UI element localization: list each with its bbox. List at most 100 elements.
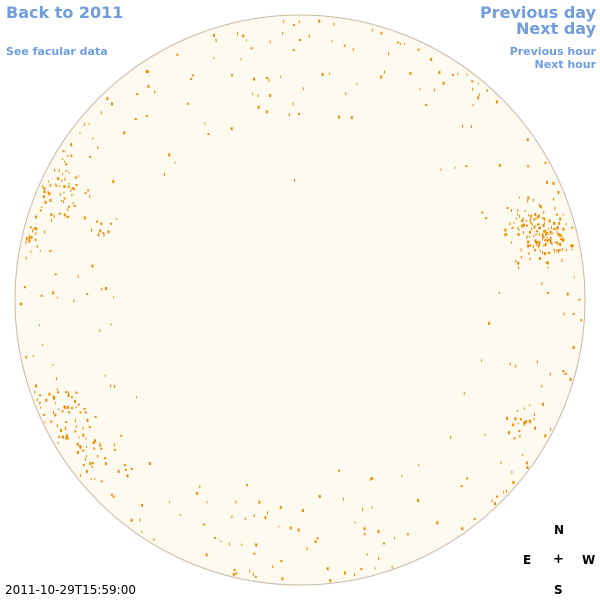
facula-speck (104, 374, 106, 377)
facula-speck (463, 392, 465, 396)
facula-speck (253, 77, 256, 81)
facula-speck (34, 238, 37, 241)
facula-speck (67, 215, 70, 218)
facula-speck (544, 434, 547, 438)
facula-speck (481, 359, 482, 362)
facula-speck (34, 384, 37, 388)
facula-speck (539, 226, 541, 230)
facula-speck (64, 405, 67, 409)
facula-speck (527, 196, 530, 200)
facula-speck (356, 82, 358, 85)
facula-speck (436, 521, 439, 525)
facula-speck (511, 241, 512, 244)
facula-speck (525, 461, 528, 465)
facula-speck (538, 223, 540, 226)
facula-speck (542, 224, 545, 227)
facula-speck (534, 248, 536, 251)
facula-speck (417, 499, 420, 502)
facula-speck (272, 565, 274, 569)
facula-speck (371, 506, 373, 509)
see-facular-data-link[interactable]: See facular data (6, 45, 108, 58)
facula-speck (57, 177, 60, 181)
facula-speck (24, 286, 26, 289)
facula-speck (100, 111, 102, 115)
facula-speck (530, 216, 532, 220)
facula-speck (535, 233, 537, 236)
facula-speck (288, 113, 290, 117)
facula-speck (67, 393, 70, 397)
facula-speck (30, 250, 32, 253)
facula-speck (32, 354, 34, 357)
facula-speck (54, 168, 55, 172)
facula-speck (531, 227, 533, 231)
facula-speck (82, 449, 85, 452)
facula-speck (44, 200, 47, 204)
next-day-link[interactable]: Next day (516, 19, 596, 38)
facula-speck (520, 255, 522, 259)
facula-speck (363, 533, 366, 536)
facula-speck (417, 48, 420, 51)
facula-speck (94, 439, 97, 443)
facula-speck (404, 42, 406, 45)
facula-speck (282, 31, 284, 35)
facula-speck (580, 319, 583, 322)
facula-speck (534, 239, 537, 243)
facula-speck (484, 433, 486, 436)
facula-speck (509, 222, 511, 226)
facula-speck (541, 384, 543, 388)
facula-speck (111, 102, 113, 106)
facula-speck (65, 428, 67, 431)
facula-speck (65, 421, 68, 423)
facula-speck (539, 203, 540, 207)
facula-speck (265, 110, 268, 114)
facula-speck (34, 390, 36, 394)
facula-speck (26, 236, 28, 240)
facula-speck (498, 163, 501, 167)
facula-speck (506, 207, 509, 209)
facula-speck (134, 118, 137, 120)
facula-speck (97, 454, 99, 458)
facula-speck (141, 530, 143, 533)
facula-speck (240, 58, 242, 61)
facula-speck (546, 261, 549, 265)
facula-speck (306, 547, 308, 551)
facula-speck (79, 131, 81, 134)
facula-speck (529, 235, 531, 238)
facula-speck (75, 406, 77, 409)
facula-speck (521, 219, 524, 223)
facula-speck (571, 244, 574, 248)
facula-speck (139, 518, 141, 522)
facula-speck (559, 233, 562, 237)
next-hour-link[interactable]: Next hour (534, 58, 597, 71)
facula-speck (33, 227, 36, 230)
facula-speck (558, 233, 561, 236)
facula-speck (206, 501, 208, 504)
facula-speck (44, 230, 46, 234)
facula-speck (558, 242, 560, 245)
facula-speck (329, 579, 332, 583)
facula-speck (88, 426, 91, 429)
facula-speck (536, 244, 538, 247)
facula-speck (83, 123, 85, 127)
facula-speck (528, 214, 530, 217)
previous-day-link[interactable]: Previous day (479, 3, 596, 22)
facula-speck (252, 572, 254, 576)
facula-speck (97, 146, 99, 149)
facula-speck (153, 537, 155, 541)
facula-speck (264, 516, 267, 520)
facula-speck (529, 230, 531, 233)
facula-speck (43, 190, 46, 194)
facula-speck (563, 312, 565, 316)
facula-speck (572, 346, 575, 350)
back-to-year-link[interactable]: Back to 2011 (6, 3, 124, 22)
facula-speck (504, 228, 507, 232)
facula-speck (99, 442, 101, 446)
facula-speck (42, 195, 45, 199)
facula-speck (68, 205, 71, 208)
facula-speck (543, 244, 545, 247)
previous-hour-link[interactable]: Previous hour (509, 45, 596, 58)
facula-speck (559, 217, 562, 221)
facula-speck (512, 481, 515, 484)
facula-speck (257, 105, 260, 109)
facula-speck (48, 392, 51, 396)
